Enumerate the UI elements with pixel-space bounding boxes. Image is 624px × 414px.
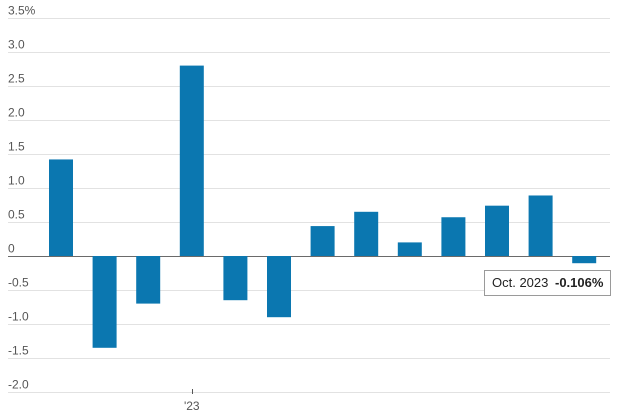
bar[interactable] xyxy=(136,256,161,304)
y-tick-label: -0.5 xyxy=(8,276,29,290)
y-tick-label: 1.5 xyxy=(8,140,25,154)
bar-tooltip: Oct. 2023 -0.106% xyxy=(484,270,612,296)
bar[interactable] xyxy=(310,226,335,256)
bar[interactable] xyxy=(485,205,509,256)
bar[interactable] xyxy=(441,217,466,256)
tooltip-date: Oct. 2023 xyxy=(492,275,549,290)
y-tick-label: 1.0 xyxy=(8,174,25,188)
bar[interactable] xyxy=(223,256,248,301)
bar[interactable] xyxy=(572,256,597,264)
bar[interactable] xyxy=(49,159,73,256)
y-tick-label: 2.5 xyxy=(8,72,25,86)
gridlines xyxy=(8,18,610,393)
y-tick-label: 2.0 xyxy=(8,106,25,120)
bar[interactable] xyxy=(179,65,204,256)
bar[interactable] xyxy=(354,211,379,256)
y-tick-label: 0.5 xyxy=(8,208,25,222)
bar[interactable] xyxy=(92,256,117,348)
y-tick-label: 3.0 xyxy=(8,38,25,52)
y-tick-label: -1.5 xyxy=(8,344,29,358)
bar[interactable] xyxy=(267,256,291,318)
y-tick-label: -1.0 xyxy=(8,310,29,324)
tooltip-value: -0.106% xyxy=(555,275,604,290)
x-tick-label: '23 xyxy=(184,399,200,413)
y-tick-label: 0 xyxy=(8,242,15,256)
bars xyxy=(49,65,597,348)
y-axis-ticks: 3.5% 3.0 2.5 2.0 1.5 1.0 0.5 0 -0.5 -1.0 -1.5 -2.0 xyxy=(8,4,36,392)
y-tick-label: 3.5% xyxy=(8,4,36,18)
bar[interactable] xyxy=(397,242,422,256)
x-axis-ticks: '23 xyxy=(184,389,200,413)
y-tick-label: -2.0 xyxy=(8,378,29,392)
bar[interactable] xyxy=(528,195,553,256)
